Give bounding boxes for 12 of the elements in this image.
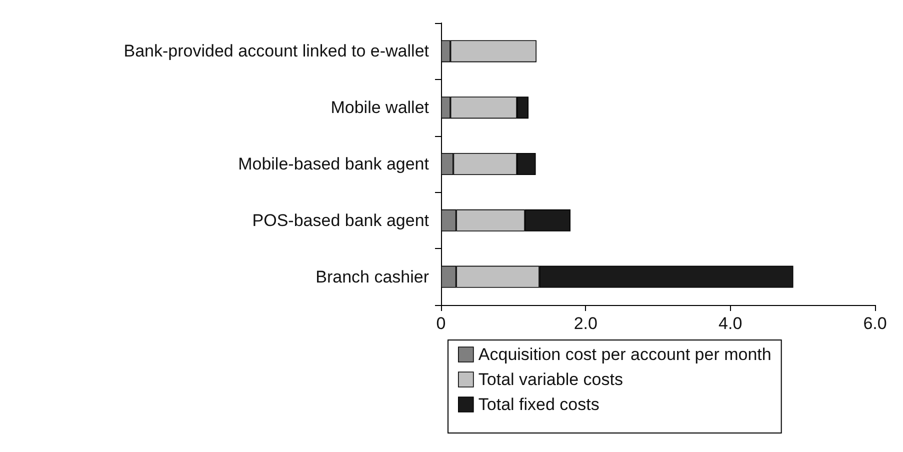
y-tick-label: Branch cashier	[316, 267, 430, 286]
legend-label: Acquisition cost per account per month	[478, 345, 772, 364]
x-tick-label: 4.0	[718, 314, 742, 333]
x-tick-label: 2.0	[574, 314, 598, 333]
y-tick-label: Bank-provided account linked to e-wallet	[124, 42, 430, 61]
y-tick-label: POS-based bank agent	[252, 210, 430, 230]
x-tick-label: 6.0	[863, 314, 887, 333]
legend-label: Total variable costs	[478, 370, 623, 389]
legend-label: Total fixed costs	[478, 395, 600, 414]
x-tick-label: 0	[436, 314, 446, 333]
y-tick-label: Mobile-based bank agent	[238, 154, 430, 174]
y-tick-label: Mobile wallet	[330, 98, 430, 118]
